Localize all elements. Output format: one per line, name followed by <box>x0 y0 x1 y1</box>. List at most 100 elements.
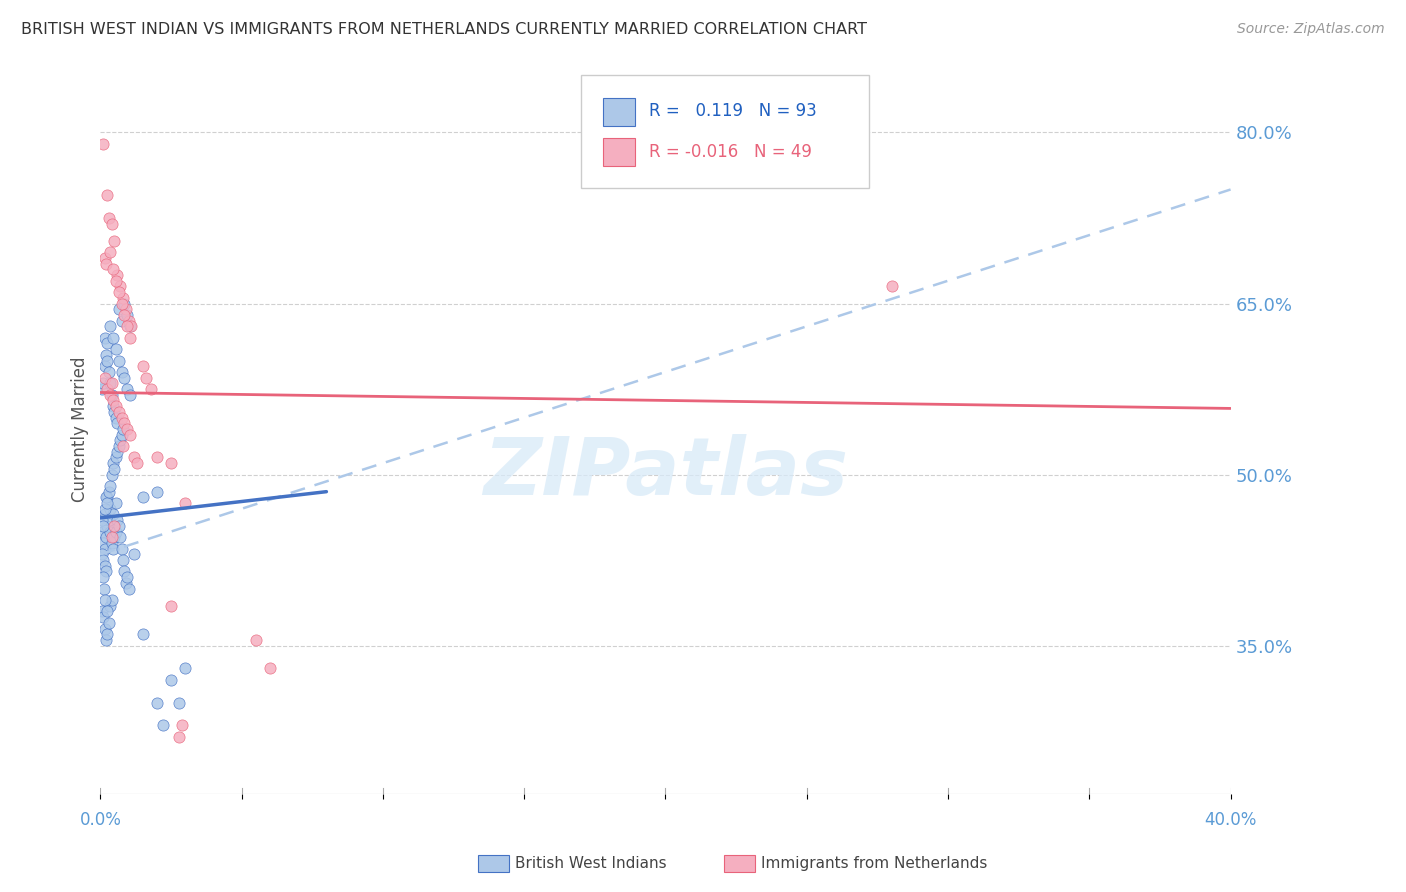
Point <box>146 484 169 499</box>
Point <box>172 718 194 732</box>
Point <box>107 285 129 299</box>
Point <box>98 599 121 613</box>
Point <box>98 319 121 334</box>
Point <box>880 279 903 293</box>
Point <box>91 536 114 550</box>
Point <box>94 257 117 271</box>
Point <box>117 313 139 327</box>
Point <box>101 399 124 413</box>
Point <box>100 536 122 550</box>
Point <box>101 456 124 470</box>
Point <box>135 370 157 384</box>
Point <box>110 296 132 310</box>
Point <box>141 382 163 396</box>
Point <box>115 308 138 322</box>
Point <box>108 530 131 544</box>
Point <box>93 541 115 556</box>
Point <box>115 570 138 584</box>
Point <box>174 661 197 675</box>
Point <box>110 313 132 327</box>
Point <box>108 279 131 293</box>
Point <box>96 382 118 396</box>
Point <box>104 496 127 510</box>
Point <box>132 359 155 374</box>
Point <box>96 604 118 618</box>
Point <box>96 336 118 351</box>
FancyBboxPatch shape <box>603 138 636 166</box>
Point <box>105 444 128 458</box>
Point <box>100 593 122 607</box>
Point <box>114 575 136 590</box>
Point <box>93 251 115 265</box>
Point <box>146 696 169 710</box>
Point <box>104 450 127 465</box>
Point <box>97 513 120 527</box>
Y-axis label: Currently Married: Currently Married <box>72 356 89 501</box>
Point <box>94 348 117 362</box>
Point <box>169 696 191 710</box>
Point <box>90 524 112 539</box>
Point <box>152 718 174 732</box>
Point <box>160 599 183 613</box>
Point <box>104 410 127 425</box>
Point <box>111 422 134 436</box>
Point <box>115 422 138 436</box>
Point <box>94 530 117 544</box>
Point <box>112 416 135 430</box>
Text: Source: ZipAtlas.com: Source: ZipAtlas.com <box>1237 22 1385 37</box>
Point <box>96 519 118 533</box>
Point <box>107 519 129 533</box>
Point <box>107 405 129 419</box>
Point <box>259 661 281 675</box>
Point <box>101 541 124 556</box>
Point <box>100 467 122 482</box>
Point <box>103 519 125 533</box>
Point <box>91 610 114 624</box>
Point <box>93 501 115 516</box>
Point <box>98 524 121 539</box>
Point <box>100 388 122 402</box>
Point <box>107 353 129 368</box>
Point <box>122 548 145 562</box>
Point <box>96 353 118 368</box>
Point <box>118 331 141 345</box>
Point <box>94 491 117 505</box>
Point <box>111 439 134 453</box>
Text: 0.0%: 0.0% <box>79 811 121 829</box>
Point <box>93 622 115 636</box>
Text: Immigrants from Netherlands: Immigrants from Netherlands <box>761 856 987 871</box>
Point <box>112 370 135 384</box>
Point <box>100 376 122 391</box>
Point <box>98 479 121 493</box>
Point <box>97 615 120 630</box>
Point <box>104 524 127 539</box>
Point <box>110 427 132 442</box>
Point <box>98 245 121 260</box>
Point <box>110 541 132 556</box>
Point <box>98 376 121 391</box>
Text: 40.0%: 40.0% <box>1205 811 1257 829</box>
Point <box>96 627 118 641</box>
Point <box>160 456 183 470</box>
Point <box>146 450 169 465</box>
Point <box>125 456 148 470</box>
Point <box>93 331 115 345</box>
Point <box>245 632 267 647</box>
Point <box>112 296 135 310</box>
Point <box>122 450 145 465</box>
Point <box>174 496 197 510</box>
Point <box>90 382 112 396</box>
Point <box>93 582 115 596</box>
Point <box>98 501 121 516</box>
Point <box>132 627 155 641</box>
Point <box>108 434 131 448</box>
Point <box>103 234 125 248</box>
Point <box>91 553 114 567</box>
Point <box>103 530 125 544</box>
Point <box>93 359 115 374</box>
Point <box>107 302 129 317</box>
Point <box>104 274 127 288</box>
Point <box>94 593 117 607</box>
Point <box>90 513 112 527</box>
Point <box>103 405 125 419</box>
